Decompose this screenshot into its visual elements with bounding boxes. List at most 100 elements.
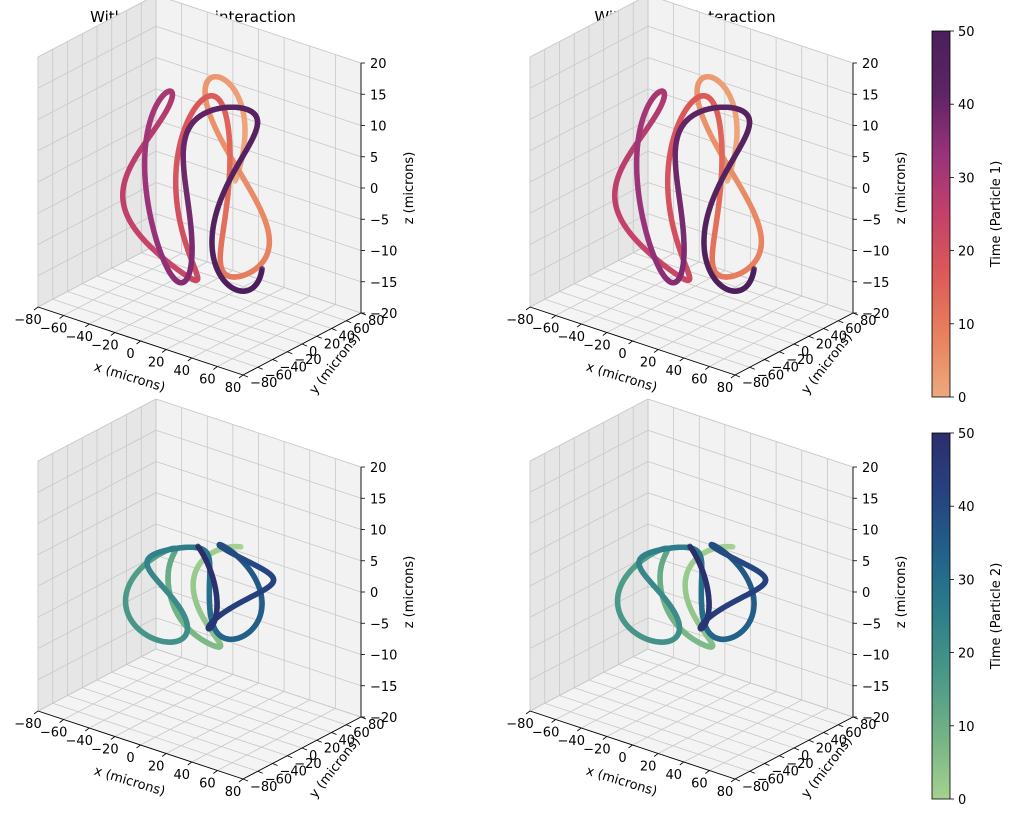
z-tick-label: −20 — [370, 307, 397, 322]
trajectory-segment — [687, 543, 694, 551]
z-tick-label: −10 — [370, 245, 397, 260]
x-tick-label: 20 — [640, 760, 657, 775]
x-tick-label: −40 — [558, 734, 585, 749]
y-tick-label: 80 — [860, 718, 877, 733]
trajectory — [612, 73, 765, 294]
z-tick-label: 10 — [370, 524, 387, 539]
y-tick-label: 60 — [353, 726, 370, 741]
z-tick-label: −20 — [862, 711, 889, 726]
x-tick-label: −80 — [14, 313, 41, 328]
y-tick-label: −20 — [786, 353, 813, 368]
z-tick-label: −10 — [862, 649, 889, 664]
grid — [37, 398, 362, 780]
z-tick-label: 20 — [370, 57, 387, 72]
x-tick-label: 80 — [225, 381, 242, 396]
x-tick-label: −20 — [583, 339, 610, 354]
x-tick-label: 20 — [148, 356, 165, 371]
z-axis-label: z (microns) — [402, 152, 417, 225]
colorbar-tick-label: 0 — [958, 793, 966, 808]
x-tick-label: −60 — [532, 322, 559, 337]
x-tick-label: 80 — [717, 381, 734, 396]
y-tick-label: 20 — [324, 337, 341, 352]
x-tick-label: 40 — [173, 364, 190, 379]
z-tick-label: 20 — [370, 461, 387, 476]
x-tick-label: 20 — [640, 356, 657, 371]
y-tick-label: 0 — [309, 345, 317, 360]
z-tick-label: 5 — [370, 151, 378, 166]
z-tick-label: 20 — [862, 57, 879, 72]
colorbar-gradient — [931, 30, 951, 398]
colorbar-particle-1: 0 10 20 30 40 50 Time (Particle 1) — [931, 25, 1004, 406]
z-tick-label: −5 — [370, 617, 389, 632]
x-tick-label: −20 — [583, 743, 610, 758]
y-tick-label: 40 — [339, 330, 356, 345]
y-tick-label: 20 — [816, 741, 833, 756]
colorbar-label: Time (Particle 1) — [989, 161, 1004, 269]
z-tick-label: −20 — [370, 711, 397, 726]
z-tick-label: 10 — [370, 120, 387, 135]
z-tick-label: −15 — [370, 276, 397, 291]
colorbar-particle-2: 0 10 20 30 40 50 Time (Particle 2) — [931, 427, 1004, 808]
z-ticks: −20 −15 −10 −5 0 5 10 15 20 — [361, 57, 397, 322]
z-tick-label: −5 — [862, 213, 881, 228]
y-tick-label: 40 — [339, 734, 356, 749]
z-tick-label: −15 — [862, 680, 889, 695]
x-tick-label: 0 — [126, 347, 134, 362]
x-tick-label: −40 — [66, 734, 93, 749]
colorbar-tick-label: 10 — [958, 720, 975, 735]
z-tick-label: −10 — [862, 245, 889, 260]
z-tick-label: −5 — [862, 617, 881, 632]
z-tick-label: 15 — [862, 492, 879, 507]
x-tick-label: 60 — [199, 777, 216, 792]
z-tick-label: −15 — [370, 680, 397, 695]
x-tick-label: 40 — [665, 364, 682, 379]
y-tick-label: 80 — [368, 314, 385, 329]
z-tick-label: 15 — [370, 88, 387, 103]
x-tick-label: 20 — [148, 760, 165, 775]
y-tick-label: −60 — [757, 772, 784, 787]
z-ticks: −20 −15 −10 −5 0 5 10 15 20 — [853, 57, 889, 322]
z-tick-label: 5 — [862, 151, 870, 166]
colorbar-tick-label: 40 — [958, 500, 975, 515]
z-axis-label: z (microns) — [894, 152, 909, 225]
x-ticks: −80−60−40−20 0 20 40 60 80 — [506, 710, 736, 800]
trajectory-segment — [195, 543, 202, 551]
x-tick-label: 0 — [618, 347, 626, 362]
x-tick-label: 0 — [126, 751, 134, 766]
colorbar-tick-label: 10 — [958, 318, 975, 333]
grid — [529, 398, 854, 780]
z-tick-label: −20 — [862, 307, 889, 322]
y-tick-label: 80 — [860, 314, 877, 329]
x-tick-label: −20 — [91, 339, 118, 354]
x-tick-label: 60 — [691, 373, 708, 388]
z-axis-label: z (microns) — [894, 556, 909, 629]
colorbar-tick-label: 20 — [958, 245, 975, 260]
y-tick-label: 0 — [801, 749, 809, 764]
z-tick-label: 10 — [862, 524, 879, 539]
y-tick-label: −80 — [742, 780, 769, 795]
x-tick-label: −80 — [506, 717, 533, 732]
y-tick-label: −80 — [250, 376, 277, 391]
x-tick-label: −60 — [40, 726, 67, 741]
z-tick-label: 0 — [862, 182, 870, 197]
z-tick-label: 0 — [370, 586, 378, 601]
z-ticks: −20 −15 −10 −5 0 5 10 15 20 — [853, 461, 889, 726]
colorbar-label: Time (Particle 2) — [989, 563, 1004, 671]
x-tick-label: −80 — [506, 313, 533, 328]
x-tick-label: −40 — [558, 330, 585, 345]
trajectory — [614, 541, 769, 650]
y-tick-label: −20 — [294, 757, 321, 772]
x-tick-label: 60 — [199, 373, 216, 388]
y-tick-label: 0 — [309, 749, 317, 764]
x-tick-label: −60 — [40, 322, 67, 337]
y-tick-label: 60 — [845, 322, 862, 337]
z-tick-label: 20 — [862, 461, 879, 476]
y-tick-label: −80 — [742, 376, 769, 391]
trajectory — [120, 73, 273, 294]
x-tick-label: −40 — [66, 330, 93, 345]
x-tick-label: −80 — [14, 717, 41, 732]
y-tick-label: 40 — [831, 734, 848, 749]
